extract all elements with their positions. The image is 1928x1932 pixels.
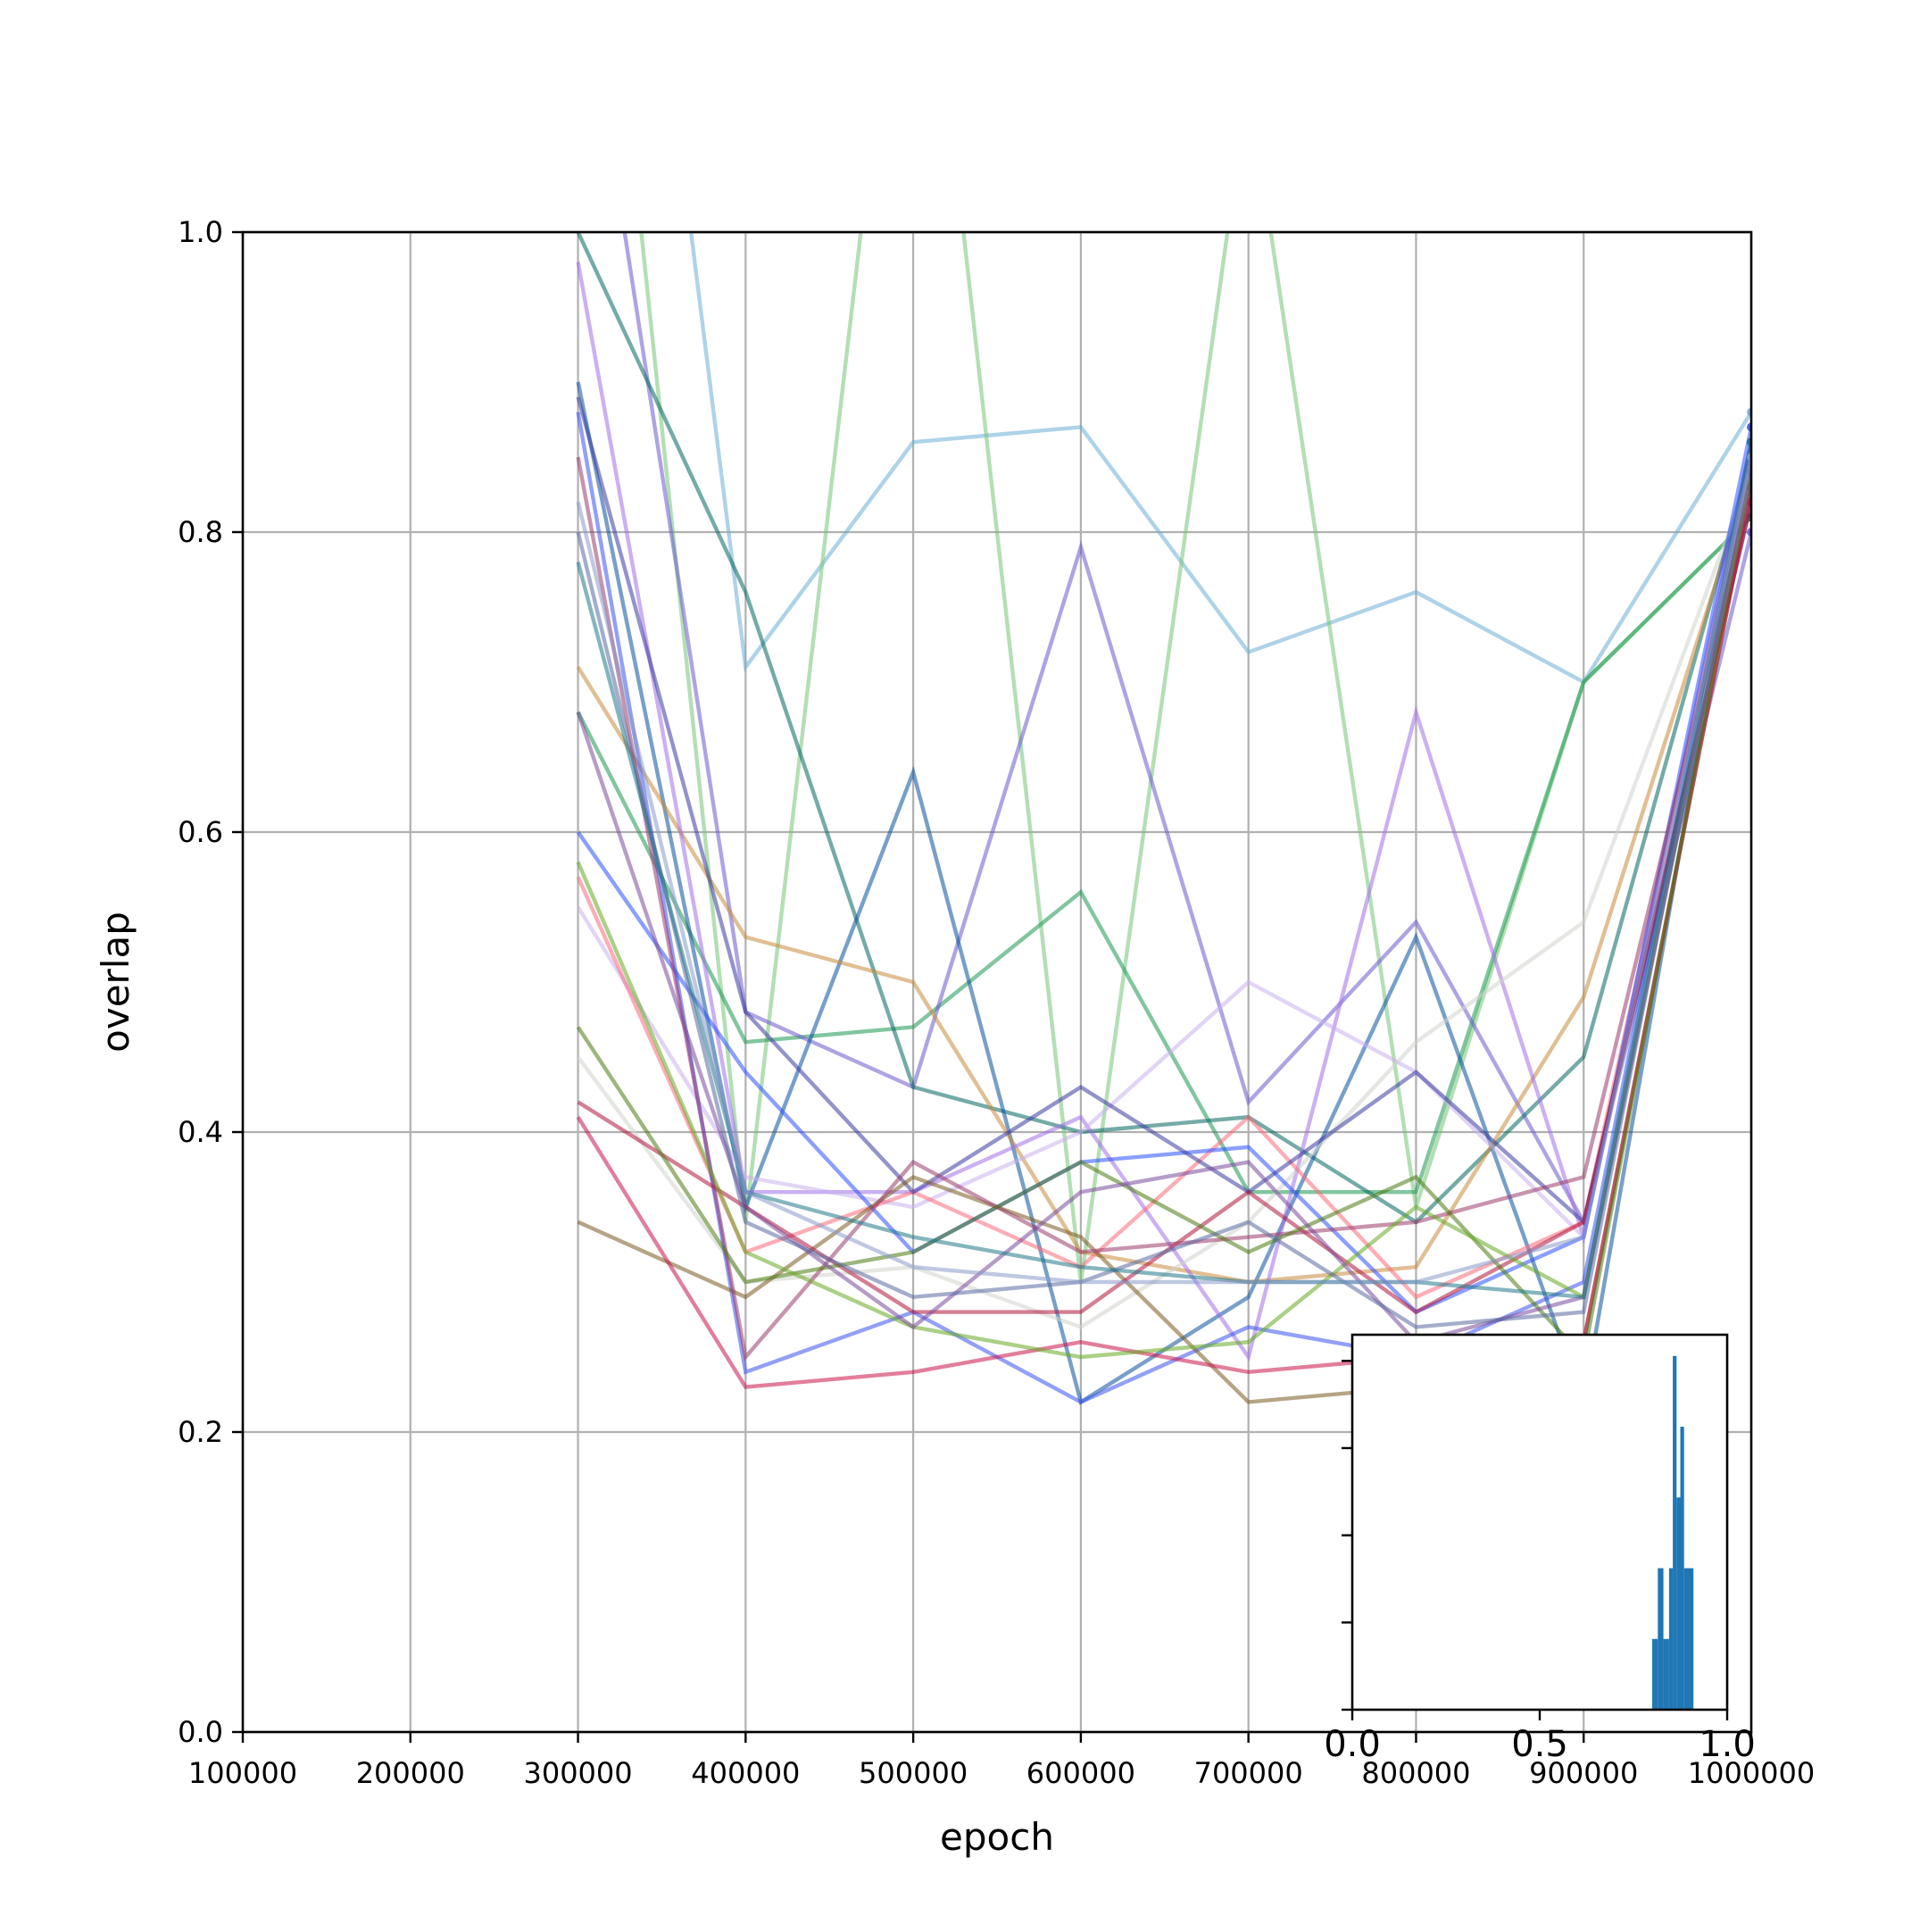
series-line-12 (576, 426, 1751, 1315)
histogram-bar-5 (1673, 1355, 1677, 1710)
series-line-15 (577, 487, 1751, 1404)
series-line-14 (576, 396, 1751, 1226)
series-line-4 (622, 232, 1751, 1228)
x-tick-label: 400000 (691, 1756, 800, 1790)
y-tick-label: 0.2 (178, 1415, 223, 1449)
histogram-bar-2 (1658, 1568, 1664, 1710)
inset-x-tick-label: 1.0 (1699, 1724, 1756, 1765)
series-line-19 (576, 471, 1751, 1362)
histogram-bar-8 (1683, 1568, 1694, 1710)
x-tick-label: 600000 (1026, 1756, 1135, 1790)
inset-x-ticks: 0.0 0.5 1.0 (1324, 1360, 1756, 1765)
x-tick-label: 700000 (1194, 1756, 1303, 1790)
histogram-bar-1 (1652, 1638, 1658, 1710)
series-line-5 (576, 232, 1751, 1225)
inset-x-tick-label: 0.5 (1511, 1724, 1568, 1765)
histogram-bar-3 (1663, 1638, 1669, 1710)
x-tick-label: 200000 (356, 1756, 465, 1790)
x-axis-ticks: 100000 200000 300000 400000 500000 600000 7000… (188, 1732, 1815, 1790)
series-line-1 (688, 232, 1751, 685)
histogram-bar-4 (1668, 1568, 1674, 1710)
series-group (576, 232, 1751, 1410)
series-line-7 (576, 471, 1751, 1285)
y-axis-ticks: 0.0 0.2 0.4 0.6 0.8 1.0 (178, 215, 243, 1749)
y-tick-label: 0.6 (178, 815, 223, 849)
x-tick-label: 900000 (1529, 1756, 1638, 1790)
series-line-23 (576, 441, 1751, 1300)
x-tick-label: 100000 (188, 1756, 297, 1790)
y-tick-label: 1.0 (178, 215, 223, 249)
y-tick-label: 0.0 (178, 1715, 223, 1749)
plot-frame (241, 230, 1753, 1734)
series-line-18 (576, 456, 1751, 1362)
series-line-22 (576, 456, 1751, 1329)
inset-x-tick-label: 0.0 (1324, 1724, 1381, 1765)
series-line-10 (576, 471, 1751, 1329)
series-line-21 (576, 471, 1751, 1345)
x-tick-label: 300000 (523, 1756, 632, 1790)
y-tick-label: 0.4 (178, 1115, 223, 1149)
x-tick-label: 800000 (1361, 1756, 1470, 1790)
x-tick-label: 500000 (859, 1756, 968, 1790)
inset-bars (1652, 1355, 1694, 1710)
histogram-bar-7 (1680, 1427, 1684, 1710)
series-line-2 (639, 232, 1751, 1283)
series-line-11 (576, 456, 1751, 1300)
y-tick-label: 0.8 (178, 515, 223, 549)
series-line-9 (576, 456, 1751, 1241)
series-line-24 (576, 456, 1751, 1285)
x-axis-label: epoch (940, 1815, 1054, 1859)
histogram-bar-6 (1676, 1497, 1681, 1710)
series-line-20 (576, 471, 1751, 1360)
series-line-8 (576, 262, 1751, 1362)
x-tick-label: 1000000 (1688, 1756, 1816, 1790)
y-axis-label: overlap (94, 912, 137, 1053)
inset-histogram: 0.0 0.5 1.0 (1324, 1333, 1756, 1765)
